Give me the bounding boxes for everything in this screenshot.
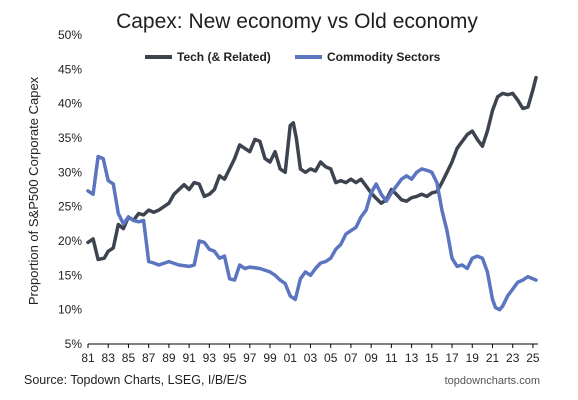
y-tick-label: 35% [58, 131, 82, 145]
series-lines [86, 75, 538, 312]
y-tick-label: 15% [58, 268, 82, 282]
y-tick-label: 5% [65, 337, 83, 351]
legend-label-tech: Tech (& Related) [177, 50, 271, 64]
x-tick-label: 85 [122, 351, 136, 365]
x-tick-label: 23 [506, 351, 520, 365]
x-tick-label: 07 [344, 351, 358, 365]
y-tick-label: 30% [58, 165, 82, 179]
x-tick-label: 21 [486, 351, 500, 365]
chart-title: Capex: New economy vs Old economy [116, 10, 478, 33]
x-tick-label: 13 [405, 351, 419, 365]
y-axis-ticks: 5% 10% 15% 20% 25% 30% 35% 40% 45% 50% [58, 28, 82, 351]
x-tick-label: 25 [526, 351, 540, 365]
x-tick-label: 19 [466, 351, 480, 365]
y-tick-label: 25% [58, 200, 82, 214]
y-tick-label: 10% [58, 303, 82, 317]
x-tick-label: 93 [203, 351, 217, 365]
x-tick-label: 95 [223, 351, 237, 365]
x-tick-label: 01 [284, 351, 298, 365]
x-tick-label: 03 [304, 351, 318, 365]
legend: Tech (& Related) Commodity Sectors [145, 50, 441, 64]
series-line-commodity [86, 154, 538, 312]
x-tick-label: 87 [142, 351, 156, 365]
x-tick-label: 17 [445, 351, 459, 365]
x-tick-label: 81 [81, 351, 95, 365]
x-tick-label: 97 [243, 351, 257, 365]
x-tick-label: 05 [324, 351, 338, 365]
y-tick-label: 20% [58, 234, 82, 248]
y-tick-label: 45% [58, 62, 82, 76]
x-axis-ticks: 81 83 85 87 89 91 93 95 97 99 01 03 05 07 09 11 13 15 17 19… [81, 344, 540, 365]
x-tick-label: 91 [182, 351, 196, 365]
y-tick-label: 40% [58, 97, 82, 111]
x-tick-label: 89 [162, 351, 176, 365]
legend-label-commodity: Commodity Sectors [327, 50, 441, 64]
series-line-tech [86, 75, 538, 262]
x-tick-label: 11 [385, 351, 398, 365]
x-tick-label: 09 [364, 351, 378, 365]
source-note: Source: Topdown Charts, LSEG, I/B/E/S [24, 373, 247, 387]
y-tick-label: 50% [58, 28, 82, 42]
y-axis-label: Proportion of S&P500 Corporate Capex [26, 76, 41, 305]
x-tick-label: 15 [425, 351, 439, 365]
x-tick-label: 99 [263, 351, 277, 365]
x-tick-label: 83 [102, 351, 116, 365]
brand-watermark: topdowncharts.com [445, 375, 540, 387]
